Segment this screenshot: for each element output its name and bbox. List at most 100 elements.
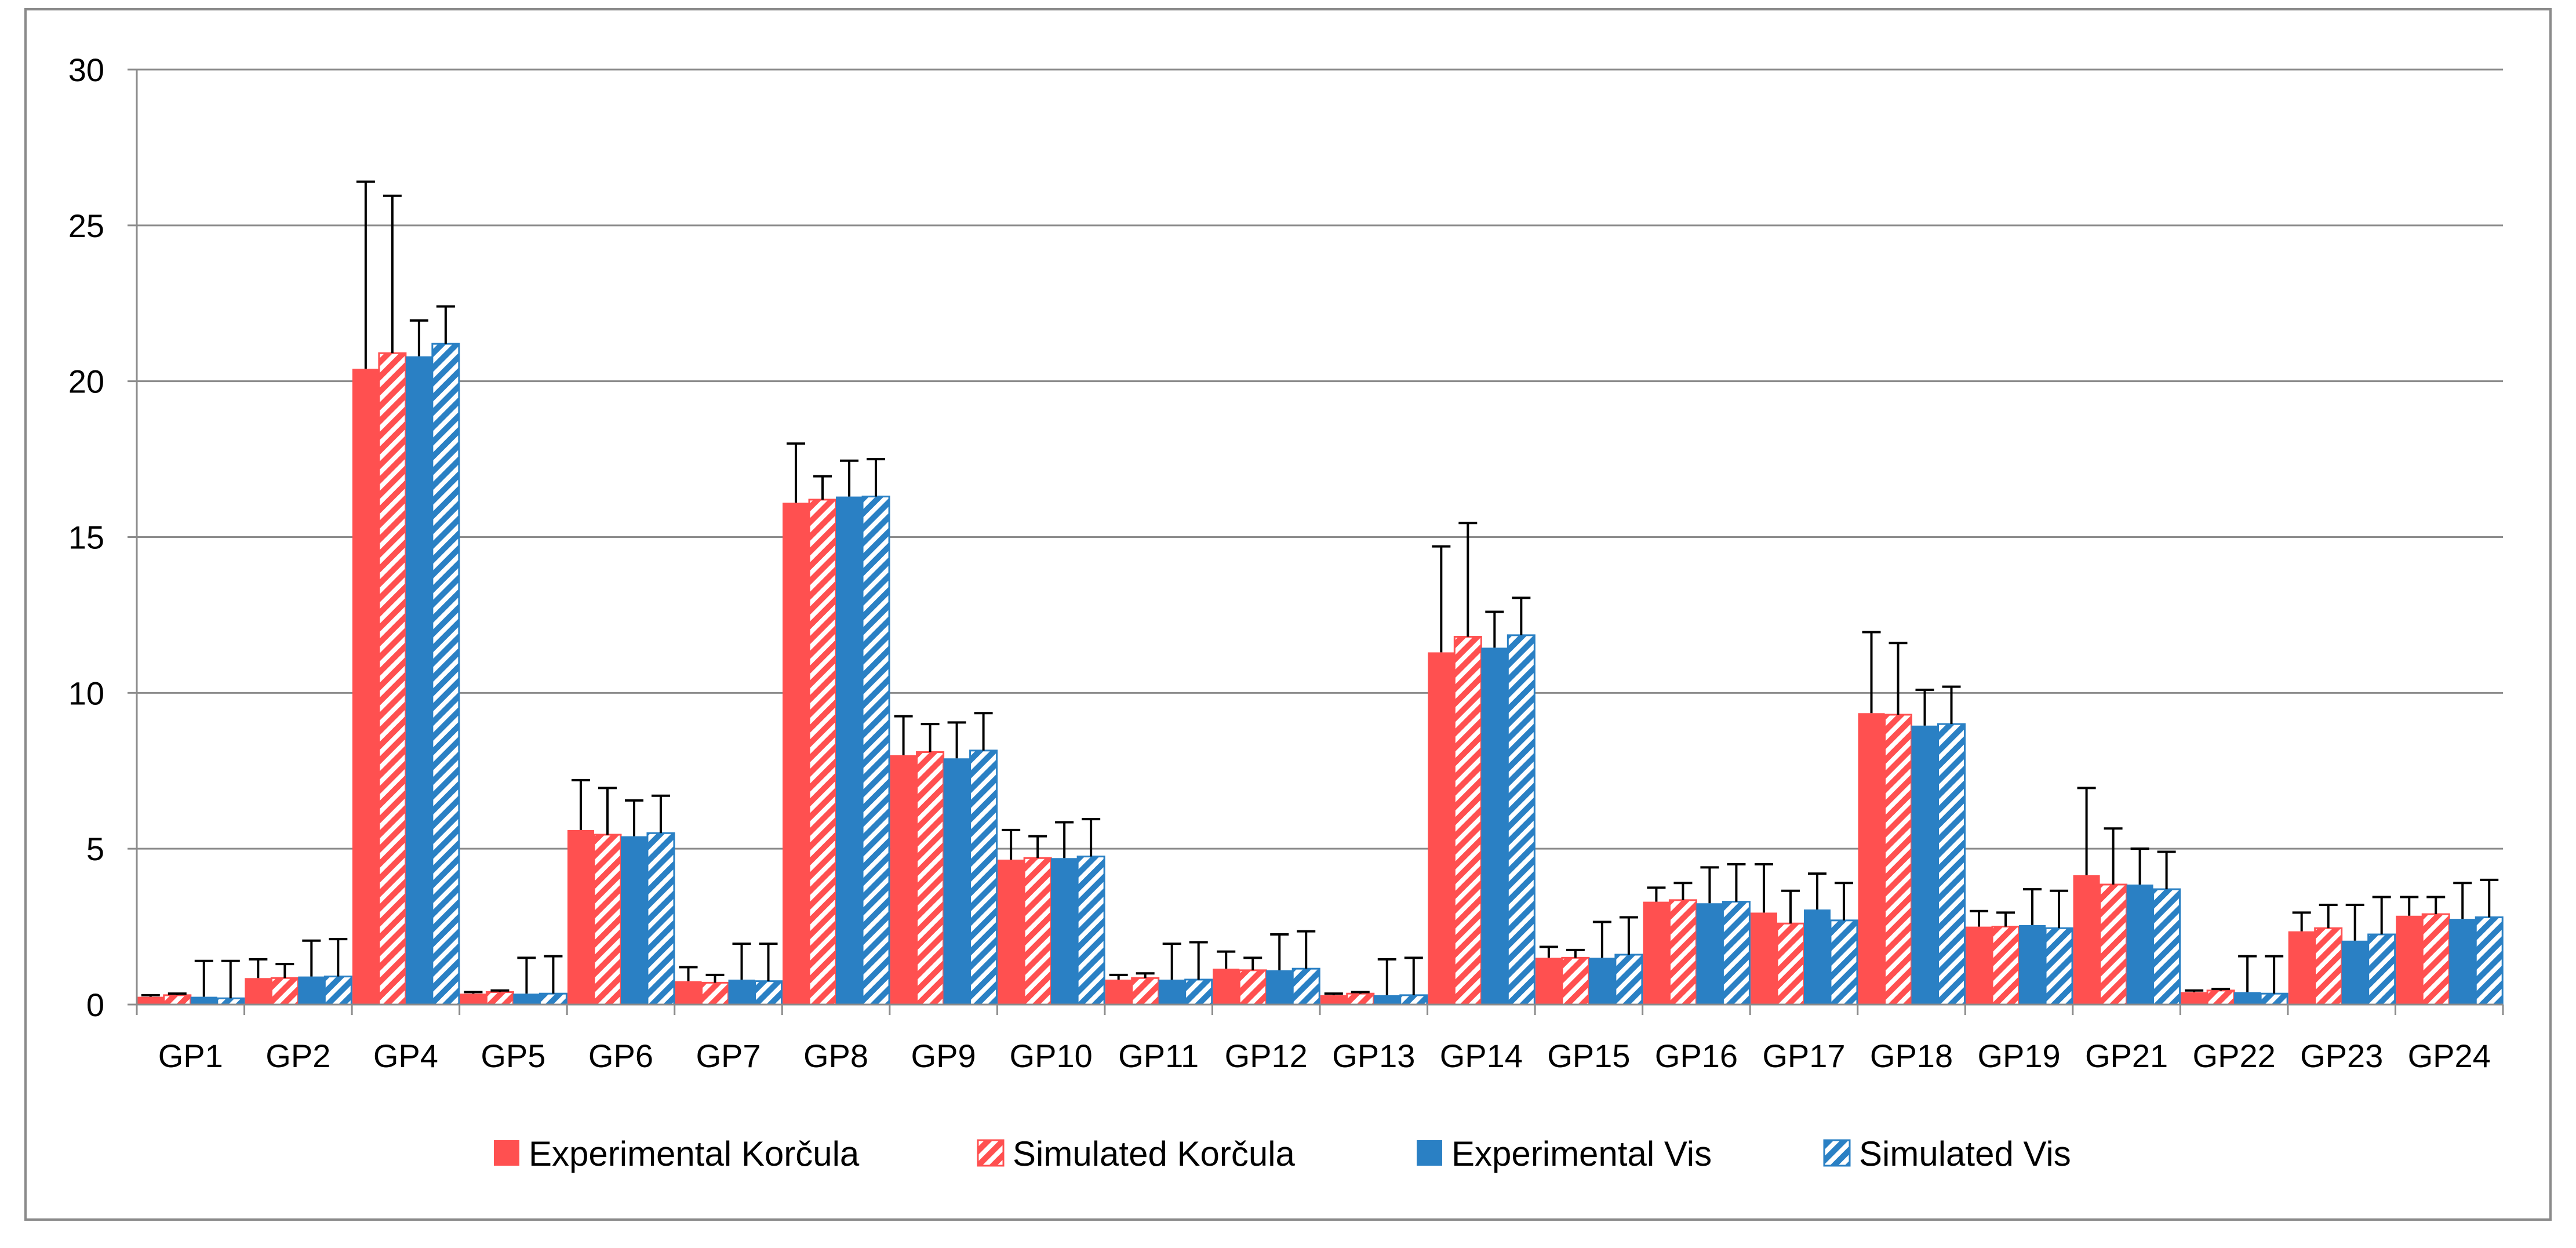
error-bar-GP11-s4	[1189, 941, 1208, 980]
bar-GP2-s3	[298, 976, 325, 1005]
error-bar-GP12-s1	[1217, 950, 1236, 969]
error-bar-GP5-s2	[490, 989, 510, 992]
bar-GP10-s2	[1023, 857, 1052, 1006]
x-tick-label: GP4	[373, 1038, 438, 1074]
error-bar-GP10-s2	[1028, 835, 1047, 858]
error-bar-GP2-s1	[249, 958, 268, 978]
bar-GP22-s1	[2181, 992, 2208, 1005]
error-bar-GP4-s1	[356, 180, 375, 369]
bar-GP18-s3	[1911, 725, 1938, 1005]
error-bar-GP22-s4	[2265, 955, 2284, 994]
error-bar-GP22-s1	[2185, 989, 2204, 992]
bar-GP9-s2	[916, 751, 945, 1006]
bar-GP6-s1	[567, 829, 594, 1005]
bar-GP2-s1	[245, 978, 272, 1005]
error-bar-GP17-s2	[1781, 889, 1800, 924]
legend-item-2: Simulated Korčula	[977, 1134, 1296, 1173]
bar-GP15-s1	[1535, 958, 1562, 1005]
bar-GP15-s2	[1561, 956, 1590, 1006]
bar-GP4-s2	[378, 352, 407, 1006]
bar-GP19-s1	[1966, 926, 1993, 1005]
y-axis-ticks: 0 5 10 15 20 25 30	[68, 52, 137, 1023]
bar-GP2-s4	[323, 976, 352, 1006]
error-bar-GP21-s2	[2104, 827, 2123, 885]
error-bar-GP9-s4	[974, 712, 993, 751]
x-tick-label: GP16	[1655, 1038, 1738, 1074]
y-tick-label: 15	[68, 519, 104, 556]
error-bar-GP11-s1	[1109, 973, 1128, 980]
error-bar-GP17-s3	[1807, 872, 1827, 910]
error-bar-GP2-s3	[302, 939, 321, 977]
bar-GP13-s1	[1320, 995, 1347, 1005]
x-tick-label: GP2	[265, 1038, 330, 1074]
error-bar-GP15-s4	[1619, 916, 1638, 955]
bar-GP2-s2	[270, 977, 299, 1006]
error-bar-GP21-s3	[2130, 847, 2149, 885]
error-bar-GP4-s4	[436, 305, 455, 344]
y-tick-label: 5	[86, 831, 104, 867]
error-bar-GP7-s1	[679, 966, 698, 981]
bar-GP11-s1	[1105, 979, 1132, 1005]
error-bar-GP1-s2	[168, 992, 187, 995]
bar-GP17-s2	[1776, 922, 1805, 1006]
error-bar-GP18-s2	[1889, 642, 1908, 715]
error-bar-GP22-s3	[2238, 955, 2257, 992]
error-bar-GP24-s4	[2480, 878, 2499, 918]
bar-GP17-s4	[1829, 919, 1858, 1006]
error-bar-GP5-s4	[544, 955, 563, 994]
error-bar-GP13-s2	[1351, 991, 1370, 994]
error-bar-GP18-s3	[1915, 688, 1934, 726]
bar-GP7-s3	[728, 979, 755, 1005]
error-bar-GP9-s1	[894, 715, 913, 755]
error-bar-GP15-s2	[1566, 948, 1585, 958]
bar-GP21-s4	[2152, 888, 2181, 1006]
bar-GP5-s1	[460, 994, 487, 1005]
error-bar-GP7-s3	[732, 943, 751, 980]
x-tick-label: GP21	[2085, 1038, 2168, 1074]
error-bar-GP23-s3	[2345, 903, 2364, 941]
bar-GP15-s3	[1588, 958, 1616, 1005]
bar-GP18-s4	[1937, 723, 1966, 1006]
bar-GP16-s3	[1696, 903, 1723, 1005]
legend-item-1: Experimental Korčula	[494, 1134, 860, 1173]
error-bars	[141, 180, 2499, 999]
error-bar-GP16-s2	[1673, 882, 1693, 900]
bar-GP1-s4	[216, 997, 245, 1006]
x-tick-label: GP10	[1010, 1038, 1093, 1074]
bar-GP4-s3	[405, 356, 432, 1005]
bar-GP6-s4	[646, 832, 675, 1006]
bar-GP14-s4	[1507, 634, 1536, 1006]
bar-GP12-s1	[1213, 969, 1240, 1005]
bar-GP10-s3	[1051, 858, 1078, 1005]
error-bar-GP10-s4	[1082, 818, 1101, 857]
error-bar-GP16-s4	[1727, 863, 1746, 902]
legend-swatch	[494, 1140, 519, 1166]
bar-GP22-s4	[2260, 992, 2288, 1006]
bar-GP13-s2	[1346, 992, 1375, 1006]
legend-swatch	[1417, 1140, 1442, 1166]
error-bar-GP18-s1	[1862, 631, 1881, 714]
bar-GP1-s3	[190, 996, 217, 1005]
bar-GP1-s2	[163, 994, 192, 1006]
error-bar-GP13-s4	[1404, 956, 1423, 995]
bar-GP5-s2	[485, 991, 514, 1006]
legend-item-3: Experimental Vis	[1417, 1134, 1712, 1173]
bar-GP24-s4	[2475, 916, 2504, 1006]
bar-GP22-s2	[2206, 989, 2235, 1006]
bar-GP4-s4	[431, 343, 460, 1006]
bar-GP24-s3	[2449, 919, 2476, 1005]
error-bar-GP22-s2	[2211, 988, 2231, 991]
legend-label: Simulated Vis	[1859, 1134, 2071, 1173]
error-bar-GP2-s2	[275, 963, 294, 978]
error-bar-GP23-s2	[2319, 903, 2338, 929]
y-tick-label: 10	[68, 675, 104, 711]
error-bar-GP13-s3	[1377, 958, 1396, 995]
error-bar-GP6-s3	[624, 799, 643, 836]
error-bar-GP4-s2	[383, 194, 402, 354]
legend-swatch	[977, 1139, 1005, 1167]
error-bar-GP18-s4	[1942, 685, 1961, 725]
gridlines	[137, 68, 2503, 850]
bar-GP8-s3	[836, 496, 863, 1005]
error-bar-GP16-s3	[1700, 866, 1719, 904]
error-bar-GP13-s1	[1324, 992, 1343, 995]
